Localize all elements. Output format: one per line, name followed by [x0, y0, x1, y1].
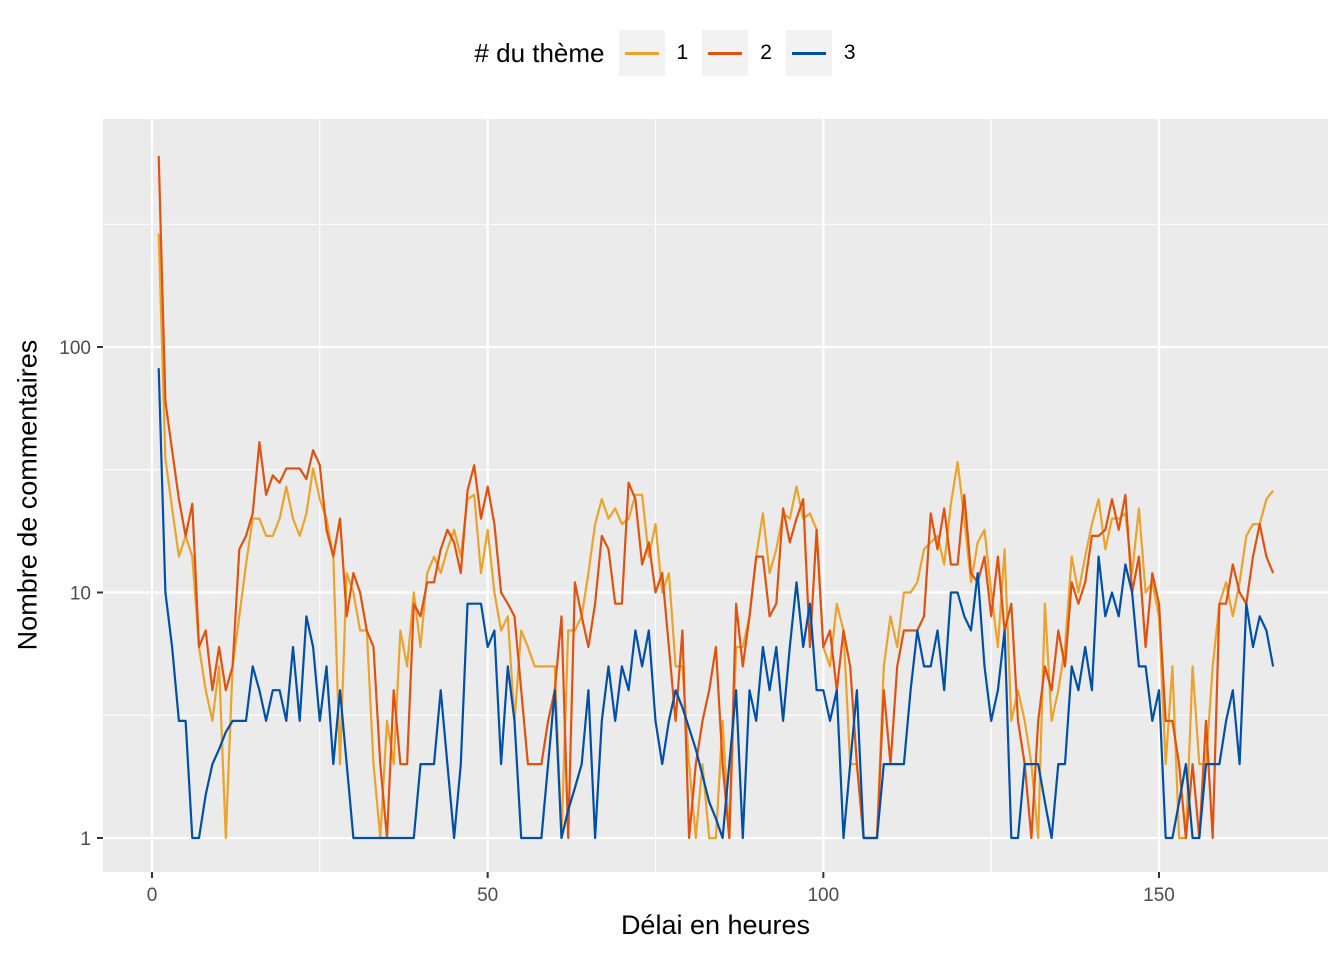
x-tick-label: 100 [807, 885, 839, 906]
legend-key-2 [702, 30, 749, 76]
legend-item-2: 2 [702, 30, 772, 76]
x-tick-label: 0 [147, 885, 158, 906]
legend-key-3 [785, 30, 832, 76]
series-line-3 [157, 368, 1275, 840]
legend-item-1: 1 [618, 30, 689, 76]
series-line-2 [157, 155, 1275, 840]
y-axis: 1 10 100 [59, 338, 103, 850]
legend-label-3: 3 [843, 41, 856, 64]
series-lines [157, 155, 1275, 840]
x-tick-label: 50 [477, 885, 498, 906]
legend: # du thème 1 2 3 [0, 28, 1344, 78]
legend-key-1 [618, 30, 665, 76]
legend-label-1: 1 [676, 41, 689, 64]
y-tick-label: 1 [80, 829, 91, 850]
x-tick-label: 150 [1143, 885, 1175, 906]
line-swatch-icon [624, 52, 659, 55]
legend-item-3: 3 [785, 30, 856, 76]
x-axis: 0 50 100 150 [147, 872, 1175, 906]
legend-label-2: 2 [760, 41, 772, 64]
x-axis-title: Délai en heures [620, 910, 811, 940]
minor-gridlines [103, 119, 1328, 872]
y-axis-title: Nombre de commentaires [12, 339, 43, 651]
plot-panel [103, 119, 1328, 872]
line-swatch-icon [791, 52, 826, 55]
series-line-1 [157, 233, 1274, 840]
y-tick-label: 100 [59, 338, 91, 359]
major-gridlines [103, 119, 1328, 872]
line-swatch-icon [708, 52, 743, 55]
legend-title: # du thème [474, 37, 605, 68]
y-tick-label: 10 [70, 584, 91, 605]
